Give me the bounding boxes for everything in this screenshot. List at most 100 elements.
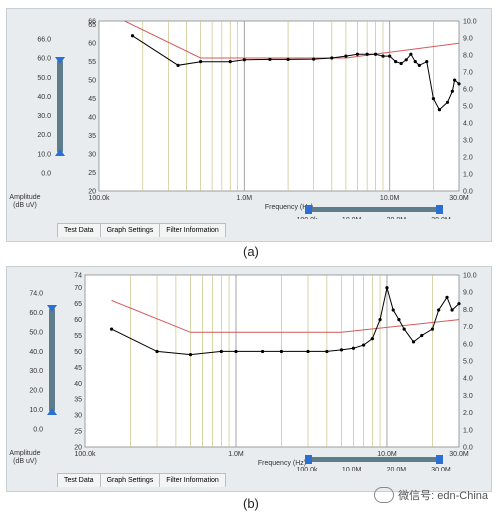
x-tick-label: 30.0M	[449, 451, 469, 458]
amplitude-bottom-handle-icon	[55, 149, 65, 156]
tab-graph-settings-b[interactable]: Graph Settings	[99, 473, 161, 487]
trace-point	[413, 60, 417, 64]
y-tick-label-right: 1.0	[463, 172, 473, 179]
chart-panel-b: 74 70 65 60 55 50 45 40 35 30 25 20 10.0 9.0 8.0 7.0 6.0…	[6, 266, 492, 492]
x-tick-label: 100.0k	[74, 451, 96, 458]
x-tick-label: 1.0M	[228, 451, 244, 458]
trace-point	[219, 349, 223, 354]
trace-point	[457, 302, 461, 306]
trace-line	[132, 35, 460, 111]
tab-bar-a: Test Data Graph Settings Filter Informat…	[57, 223, 226, 237]
y-tick-label-left: 55	[88, 59, 96, 66]
tab-test-data-b[interactable]: Test Data	[57, 473, 101, 487]
trace-point	[312, 57, 316, 61]
trace-point	[330, 56, 334, 60]
range-slider-tick-label: 100.0k	[296, 217, 318, 219]
trace-point	[420, 333, 424, 338]
tab-filter-information-a[interactable]: Filter Information	[159, 223, 226, 237]
amplitude-tick-label: 30.0	[29, 368, 43, 375]
y-tick-label-left: 60	[88, 41, 96, 48]
wechat-logo-icon	[374, 487, 395, 503]
trace-point	[388, 54, 392, 58]
tab-test-data-a[interactable]: Test Data	[57, 223, 101, 237]
trace-point	[445, 100, 450, 104]
amplitude-tick-label: 66.0	[37, 37, 51, 44]
y-tick-label-right: 6.0	[463, 341, 473, 348]
y-tick-label-left: 30	[88, 152, 96, 159]
trace-point	[431, 97, 436, 101]
amplitude-tick-label: 50.0	[37, 75, 51, 82]
y-tick-label-left: 20	[88, 189, 96, 196]
trace-point	[355, 52, 360, 56]
amplitude-scale-bar	[49, 307, 55, 413]
amplitude-unit: (dB uV)	[13, 202, 37, 209]
amplitude-tick-label: 60.0	[37, 56, 51, 63]
trace-point	[445, 295, 449, 299]
trace-point	[450, 89, 454, 93]
range-slider-left-handle	[305, 455, 312, 464]
y-tick-label-left: 50	[74, 349, 82, 356]
trace-point	[242, 58, 246, 62]
trace-point	[306, 349, 310, 354]
trace-point	[381, 54, 385, 58]
plot-area	[98, 20, 460, 192]
y-tick-label-left: 70	[74, 285, 82, 292]
tab-graph-settings-a[interactable]: Graph Settings	[99, 223, 161, 237]
y-tick-label-right: 10.0	[463, 273, 477, 280]
trace-point	[351, 346, 356, 350]
range-slider-tick-label: 10.0M	[342, 217, 362, 219]
trace-point	[370, 337, 374, 341]
trace-point	[344, 54, 348, 58]
amplitude-label: Amplitude	[9, 194, 40, 201]
range-slider-right-handle	[436, 205, 443, 214]
trace-point	[198, 60, 203, 64]
trace-point	[385, 286, 389, 290]
range-slider-tick-label: 30.0M	[431, 217, 451, 219]
y-tick-label-left: 40	[74, 381, 82, 388]
amplitude-tick-label: 50.0	[29, 329, 43, 336]
trace-point	[450, 308, 454, 312]
amplitude-tick-label: 0.0	[41, 171, 51, 178]
range-slider-track	[307, 457, 441, 462]
y-tick-label-left: 20	[74, 445, 82, 452]
trace-point	[325, 349, 329, 354]
y-tick-label-right: 2.0	[463, 410, 473, 417]
amplitude-tick-label: 10.0	[37, 151, 51, 158]
trace-point	[268, 57, 272, 62]
y-tick-label-left: 25	[88, 170, 96, 177]
amplitude-tick-label: 40.0	[29, 349, 43, 356]
trace-point	[404, 58, 408, 62]
trace-point	[394, 60, 398, 64]
watermark-text: 微信号: edn-China	[398, 490, 488, 502]
y-tick-label-left: 30	[74, 413, 82, 420]
y-tick-label-left: 45	[88, 96, 96, 103]
trace-point	[260, 349, 265, 354]
trace-point	[155, 349, 159, 354]
x-tick-label: 10.0M	[380, 195, 400, 202]
x-tick-label: 10.0M	[377, 451, 397, 458]
trace-point	[417, 63, 421, 67]
trace-point	[279, 349, 284, 354]
trace-point	[176, 63, 180, 67]
watermark: 微信号: edn-China	[374, 487, 488, 503]
y-tick-label-left: 35	[74, 397, 82, 404]
amplitude-top-handle-icon	[55, 57, 65, 64]
amplitude-tick-label: 0.0	[33, 427, 43, 434]
y-tick-label-right: 1.0	[463, 427, 473, 434]
y-tick-label-left: 40	[88, 115, 96, 122]
y-tick-label-left: 74	[74, 273, 82, 280]
y-tick-label-right: 3.0	[463, 138, 473, 145]
trace-point	[430, 327, 435, 331]
y-tick-label-right: 7.0	[463, 324, 473, 331]
trace-point	[411, 340, 416, 344]
y-tick-label-left: 65	[88, 22, 96, 29]
tab-filter-information-b[interactable]: Filter Information	[159, 473, 226, 487]
amplitude-tick-label: 60.0	[29, 310, 43, 317]
range-slider-tick-label: 100.0k	[296, 467, 318, 471]
y-tick-label-right: 8.0	[463, 307, 473, 314]
range-slider-tick-label: 20.0M	[387, 467, 407, 471]
amplitude-top-handle-icon	[47, 305, 57, 312]
y-tick-label-right: 5.0	[463, 359, 473, 366]
y-tick-label-left: 50	[88, 78, 96, 85]
trace-point	[457, 82, 461, 86]
